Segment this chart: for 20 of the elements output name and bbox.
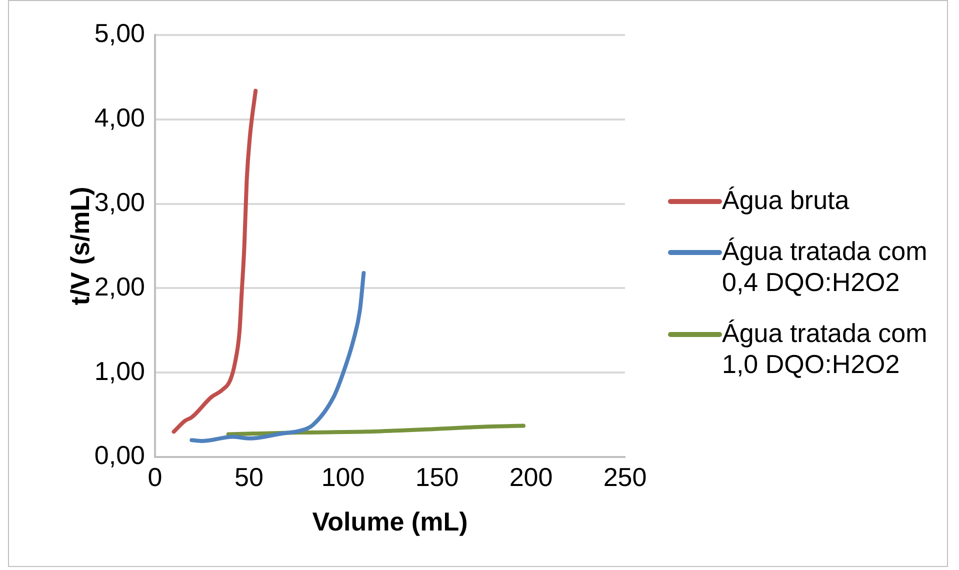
y-tick-label: 5,00 [94, 18, 145, 48]
x-tick-label: 0 [148, 462, 162, 492]
line-series [226, 424, 526, 436]
y-tick-label: 1,00 [94, 356, 145, 386]
x-tick-label: 250 [603, 462, 647, 492]
line-series [172, 88, 258, 434]
y-tick-label: 4,00 [94, 102, 145, 133]
legend-label: Água tratada com 0,4 DQO:H2O2 [722, 236, 928, 298]
line-series [190, 271, 366, 443]
x-axis-title: Volume (mL) [312, 506, 468, 537]
y-tick-label: 2,00 [94, 271, 145, 302]
x-tick-label: 150 [415, 462, 459, 492]
y-tick-label: 3,00 [94, 186, 145, 217]
x-tick-label: 200 [509, 462, 553, 492]
y-axis-title: t/V (s/mL) [64, 186, 95, 306]
legend-label: Água bruta [722, 185, 850, 216]
x-tick-label: 100 [321, 462, 365, 492]
legend-label: Água tratada com 1,0 DQO:H2O2 [722, 318, 928, 380]
x-tick-label: 50 [234, 462, 264, 492]
y-tick-label: 0,00 [94, 440, 145, 470]
